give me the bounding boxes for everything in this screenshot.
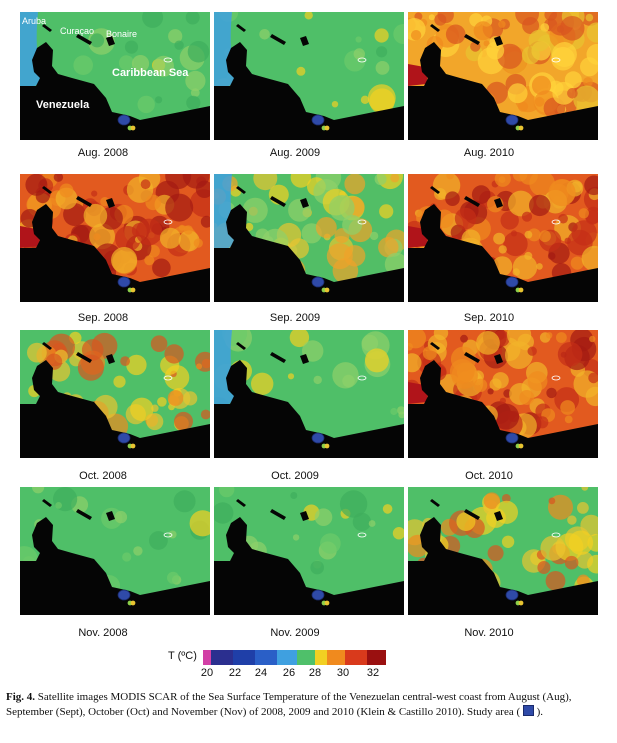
temperature-scale-ticks: 20 22 24 26 28 30 32 [200, 667, 386, 681]
sst-map-panel [408, 174, 598, 302]
venezuela-landmass [20, 360, 210, 458]
venezuela-landmass [20, 517, 210, 615]
sst-map-image-icon [214, 330, 404, 458]
scale-color-segment [277, 650, 297, 665]
scale-color-segment [315, 650, 327, 665]
sst-map-panel [408, 487, 598, 615]
panel-date-label: Nov. 2009 [270, 627, 320, 639]
sst-map-panel [214, 174, 404, 302]
study-area-marker [311, 276, 325, 288]
sst-map-panel [20, 174, 210, 302]
scale-color-segment [297, 650, 315, 665]
label-bonaire: Bonaire [106, 29, 137, 39]
venezuela-landmass [214, 517, 404, 615]
label-caribbean-sea: Caribbean Sea [112, 67, 189, 79]
study-area-marker [311, 432, 325, 444]
panel-date-label: Sep. 2010 [463, 312, 515, 324]
venezuela-landmass [408, 204, 598, 302]
label-venezuela: Venezuela [36, 99, 90, 111]
panel-date-label: Nov. 2008 [78, 627, 128, 639]
scale-tick-label: 24 [254, 667, 268, 679]
sst-map-image-icon [20, 174, 210, 302]
scale-color-segment [327, 650, 345, 665]
temperature-color-scale [203, 650, 386, 665]
venezuela-landmass [214, 204, 404, 302]
scale-color-segment [233, 650, 255, 665]
caption-end: ). [536, 706, 544, 718]
sst-map-image-icon [214, 12, 404, 140]
figure-number: Fig. 4. [6, 691, 36, 703]
sst-map-panel [214, 487, 404, 615]
scale-color-segment [345, 650, 367, 665]
sst-map-image-icon [20, 330, 210, 458]
venezuela-landmass [214, 360, 404, 458]
sst-map-panel [214, 330, 404, 458]
label-curacao: Curaçao [60, 26, 94, 36]
caption-text: Satellite images MODIS SCAR of the Sea S… [6, 691, 572, 718]
scale-color-segment [255, 650, 277, 665]
sst-map-panel [20, 487, 210, 615]
study-area-marker [117, 276, 131, 288]
venezuela-landmass [408, 517, 598, 615]
sst-map-panel [408, 330, 598, 458]
venezuela-landmass [20, 42, 210, 140]
sst-map-image-icon [20, 487, 210, 615]
sst-map-image-icon [408, 487, 598, 615]
panel-date-label: Oct. 2010 [465, 470, 513, 482]
sst-map-image-icon [408, 174, 598, 302]
sst-map-image-icon: Aruba Curaçao Bonaire Caribbean Sea Venezuel… [20, 12, 210, 140]
study-area-marker [117, 114, 131, 126]
scale-tick-label: 28 [308, 667, 322, 679]
study-area-swatch-icon [522, 705, 534, 716]
figure-caption: Fig. 4. Satellite images MODIS SCAR of t… [6, 690, 606, 720]
sst-map-panel [408, 12, 598, 140]
sst-map-panel: Aruba Curaçao Bonaire Caribbean Sea Venezuel… [20, 12, 210, 140]
scale-tick-label: 22 [228, 667, 242, 679]
panel-date-label: Aug. 2008 [77, 147, 129, 159]
sst-map-image-icon [214, 174, 404, 302]
legend-title: T (ºC) [168, 650, 197, 662]
venezuela-landmass [214, 42, 404, 140]
label-aruba: Aruba [22, 16, 46, 26]
sst-map-image-icon [214, 487, 404, 615]
scale-color-segment [211, 650, 233, 665]
panel-date-label: Oct. 2009 [271, 470, 319, 482]
sst-map-panel [20, 330, 210, 458]
scale-tick-label: 30 [336, 667, 350, 679]
sst-map-image-icon [408, 12, 598, 140]
study-area-marker [505, 589, 519, 601]
panel-date-label: Aug. 2009 [269, 147, 321, 159]
study-area-marker [117, 589, 131, 601]
sst-map-panel [214, 12, 404, 140]
scale-tick-label: 26 [282, 667, 296, 679]
scale-color-segment [203, 650, 211, 665]
panel-date-label: Sep. 2009 [269, 312, 321, 324]
study-area-marker [117, 432, 131, 444]
scale-tick-label: 32 [366, 667, 380, 679]
venezuela-landmass [20, 204, 210, 302]
study-area-marker [505, 276, 519, 288]
panel-date-label: Sep. 2008 [77, 312, 129, 324]
study-area-marker [311, 114, 325, 126]
study-area-marker [505, 432, 519, 444]
study-area-marker [311, 589, 325, 601]
panel-date-label: Oct. 2008 [79, 470, 127, 482]
venezuela-landmass [408, 42, 598, 140]
venezuela-landmass [408, 360, 598, 458]
study-area-marker [505, 114, 519, 126]
panel-date-label: Nov. 2010 [464, 627, 514, 639]
panel-date-label: Aug. 2010 [463, 147, 515, 159]
scale-color-segment [367, 650, 386, 665]
sst-map-image-icon [408, 330, 598, 458]
scale-tick-label: 20 [200, 667, 214, 679]
